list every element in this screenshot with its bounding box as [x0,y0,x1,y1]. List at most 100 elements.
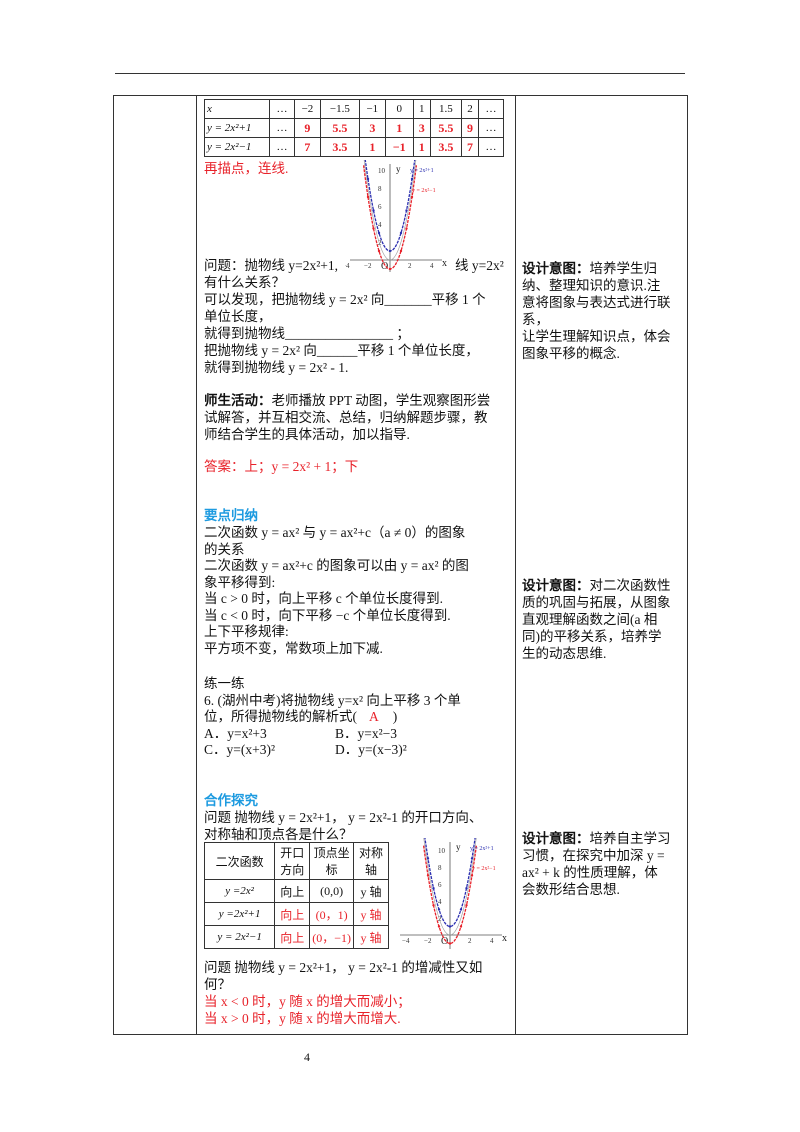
table-header: 开口方向 [274,842,311,880]
activity-text: 老师播放 PPT 动图，学生观察图形尝 [271,393,491,408]
design-intent-text: 习惯，在探究中加深 y = [522,848,665,863]
table-cell: 1 [412,99,431,119]
question-text: 何？ [204,977,231,992]
design-intent-text: 系， [522,312,549,327]
table-cell: −2 [293,99,321,119]
data-point [465,887,468,890]
data-point [470,874,474,877]
lower-curve-label: y = 2x²−1 [412,188,436,194]
data-point [437,908,441,911]
table-cell: 3 [358,118,386,138]
data-point [399,249,403,253]
table-cell: 9 [460,118,480,138]
design-intent-text: 图象平移的概念. [522,346,620,361]
y-axis-label: y [396,164,401,174]
table-cell: 1 [412,137,431,157]
data-point [405,227,408,230]
data-point [448,942,452,945]
table-cell: … [269,118,295,138]
key-point-line: 二次函数 y = ax² 与 y = ax²+c（a ≠ 0）的图象 [204,525,466,540]
data-point [426,874,430,877]
y-tick-label: 4 [438,898,442,906]
upper-curve-label: y = 2x²+1 [410,168,434,174]
data-point [377,249,381,253]
question-text: 可以发现，把抛物线 y = 2x² 向_______平移 1 个 [204,292,486,307]
table-cell: 1 [384,118,414,138]
y-tick-label: 6 [378,203,382,211]
x-tick-label: 2 [468,937,472,945]
table-cell: −1 [384,137,414,157]
option-b: B．y=x²−3 [335,726,398,741]
y-tick-label: 2 [438,915,442,923]
question-text: 就得到抛物线________________ ； [204,326,410,341]
practice-answer: A [369,709,379,724]
design-column [515,95,688,1035]
origin-label: O [381,261,388,272]
table-cell: 5.5 [319,118,360,138]
data-point [388,267,392,271]
y-tick-label: 8 [378,185,382,193]
table-cell: 1 [358,137,386,157]
paren: ) [392,709,398,724]
question-text: 问题 抛物线 y = 2x²+1， y = 2x²-1 的开口方向、 [204,810,483,825]
header-rule [115,73,685,74]
question-text: 线 y=2x² [455,258,504,273]
parabola-graph-2: −4 −2 2 4 10 8 6 4 2 −2 Ox y y = 2x²+1 y = 2x²−1 [400,838,507,950]
design-intent-label: 设计意图： [522,831,590,846]
question-text: 把抛物线 y = 2x² 向______平移 1 个单位长度， [204,343,479,358]
design-intent-label: 设计意图： [522,261,590,276]
question-text: 就得到抛物线 y = 2x² - 1. [204,360,349,375]
key-point-line: 二次函数 y = ax²+c 的图象可以由 y = ax² 的图 [204,558,469,573]
y-tick-label: 10 [438,847,446,855]
table-cell: y = 2x²+1 [204,118,270,138]
table-cell: … [478,137,504,157]
y-tick-label: 4 [378,221,382,229]
design-intent-label: 设计意图： [522,578,590,593]
question-text: 问题：抛物线 y=2x²+1, [204,258,339,273]
data-point [399,231,403,235]
table-cell: y 轴 [353,879,389,903]
question-text: 单位长度， [204,309,272,324]
table-cell: (0,0) [309,879,354,903]
data-point [372,227,375,230]
table-row: y = 2x²+1… 9 5.5 3 1 3 5.5 9… [204,118,504,138]
table-row: y =2x² 向上 (0,0) y 轴 [203,879,389,903]
practice-title: 练一练 [204,676,245,691]
y-tick-label: 8 [438,864,442,872]
question-text: 有什么关系？ [204,275,285,290]
option-c: C．y=(x+3)² [204,742,276,757]
table-cell: 7 [460,137,480,157]
table-cell: 1.5 [429,99,462,119]
table-cell: (0，1) [309,902,354,926]
x-tick-label: 4 [430,262,434,270]
x-tick-label: −4 [402,937,410,945]
lower-curve-label: y = 2x²−1 [472,866,496,872]
table-cell: 5.5 [429,118,462,138]
table-cell: x [204,99,270,119]
table-cell: y =2x² [203,879,276,903]
design-intent-text: 同)的平移关系，培养学 [522,629,662,644]
y-tick-label: −2 [438,949,446,950]
design-intent-text: 意将图象与表达式进行联 [522,295,671,310]
parabola-base [363,160,417,261]
activity-label: 师生活动： [204,393,272,408]
design-intent-text: 直观理解函数之间(a 相 [522,612,658,627]
table-cell: y = 2x²−1 [203,925,276,949]
data-point [459,925,463,928]
table-cell: y =2x²+1 [203,902,276,926]
practice-question-text: 位，所得抛物线的解析式( [204,709,357,724]
y-axis-label: y [456,842,461,852]
y-tick-label: 10 [378,167,386,175]
design-intent-text: 质的巩固与拓展，从图象 [522,595,671,610]
key-point-line: 当 c > 0 时，向上平移 c 个单位长度得到. [204,591,443,606]
table-cell: … [269,99,295,119]
x-axis-label: x [442,258,447,269]
table-row: x… −2 −1.5 −1 0 1 1.5 2… [204,99,504,119]
key-points-title: 要点归纳 [204,508,258,523]
data-point [470,857,474,860]
data-point [437,925,441,928]
table-cell: 向上 [274,925,311,949]
left-column [113,95,197,1035]
